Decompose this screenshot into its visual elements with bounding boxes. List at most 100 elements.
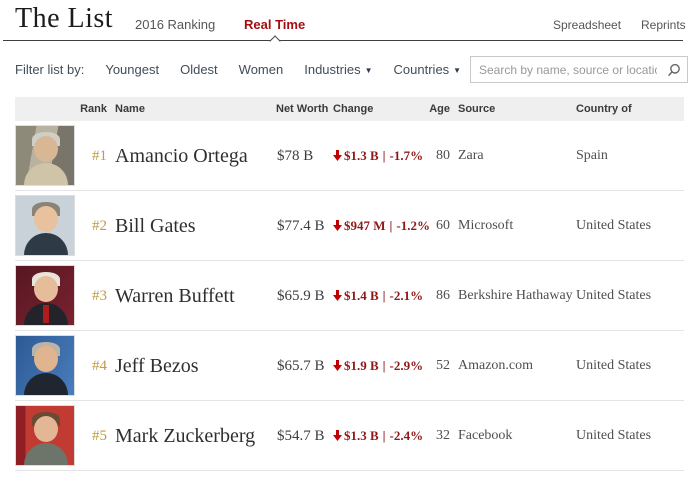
change-percent: -2.9% <box>389 358 424 373</box>
net-worth-value: $65.9 B <box>277 288 325 304</box>
spreadsheet-link[interactable]: Spreadsheet <box>553 18 622 32</box>
countries-dropdown[interactable]: Countries ▼ <box>394 62 462 77</box>
name-link[interactable]: Jeff Bezos <box>115 355 199 377</box>
change-value: $1.3 B | -2.4% <box>333 401 423 471</box>
country-value: Spain <box>576 148 608 163</box>
profile-photo[interactable] <box>15 125 75 186</box>
change-amount: $1.4 B <box>344 288 379 303</box>
change-value: $1.4 B | -2.1% <box>333 261 423 331</box>
reprints-link[interactable]: Reprints <box>641 18 686 32</box>
filter-bar: Filter list by: Youngest Oldest Women In… <box>0 41 699 97</box>
net-worth-value: $77.4 B <box>277 218 325 234</box>
change-value: $1.9 B | -2.9% <box>333 331 423 401</box>
change-percent: -2.1% <box>389 288 424 303</box>
name-link[interactable]: Mark Zuckerberg <box>115 425 256 447</box>
avatar-head <box>34 416 58 442</box>
name-link[interactable]: Amancio Ortega <box>115 145 248 167</box>
column-header-name: Name <box>115 103 145 115</box>
source-value: Zara <box>458 148 484 163</box>
source-value: Facebook <box>458 428 513 443</box>
filter-label: Filter list by: <box>15 61 85 77</box>
age-value: 32 <box>436 428 450 443</box>
avatar-head <box>34 346 58 372</box>
avatar-torso <box>24 443 68 465</box>
change-value: $947 M | -1.2% <box>333 191 430 261</box>
industries-dropdown-label: Industries <box>304 61 361 77</box>
header-divider <box>3 40 683 41</box>
source-value: Microsoft <box>458 218 514 233</box>
countries-dropdown-label: Countries <box>393 61 450 77</box>
filter-oldest[interactable]: Oldest <box>180 61 218 77</box>
rank-value: #3 <box>92 288 107 304</box>
profile-photo[interactable] <box>15 195 75 256</box>
profile-photo[interactable] <box>15 265 75 326</box>
search-input[interactable] <box>479 57 657 82</box>
age-value: 52 <box>436 358 450 373</box>
avatar-torso <box>24 373 68 395</box>
net-worth-value: $54.7 B <box>277 428 325 444</box>
name-link[interactable]: Bill Gates <box>115 215 196 237</box>
profile-photo[interactable] <box>15 405 75 466</box>
column-header-age: Age <box>429 103 450 115</box>
table-header: Rank Name Net Worth Change Age Source Co… <box>15 97 684 139</box>
decrease-arrow-icon <box>333 360 342 371</box>
net-worth-value: $78 B <box>277 148 314 164</box>
avatar-head <box>34 276 58 302</box>
rank-value: #4 <box>92 358 107 374</box>
country-value: United States <box>576 218 652 233</box>
change-value: $1.3 B | -1.7% <box>333 121 423 191</box>
search-icon[interactable] <box>667 63 681 77</box>
change-separator: | <box>382 148 386 163</box>
search-box <box>470 56 688 83</box>
decrease-arrow-icon <box>333 150 342 161</box>
industries-dropdown[interactable]: Industries ▼ <box>304 62 372 77</box>
tab-real-time[interactable]: Real Time <box>244 17 306 32</box>
source-value: Amazon.com <box>458 358 534 373</box>
change-separator: | <box>382 288 386 303</box>
age-value: 60 <box>436 218 450 233</box>
chevron-down-icon: ▼ <box>453 65 462 75</box>
change-separator: | <box>389 218 393 233</box>
avatar-head <box>34 206 58 232</box>
change-amount: $1.3 B <box>344 428 379 443</box>
age-value: 86 <box>436 288 450 303</box>
change-separator: | <box>382 358 386 373</box>
tab-2016-ranking[interactable]: 2016 Ranking <box>135 17 216 32</box>
change-amount: $1.3 B <box>344 148 379 163</box>
table-row[interactable]: #5 Mark Zuckerberg $54.7 B $1.3 B | -2.4% … <box>15 401 684 471</box>
rank-value: #5 <box>92 428 107 444</box>
table-row[interactable]: #4 Jeff Bezos $65.7 B $1.9 B | -2.9% 52 Am… <box>15 331 684 401</box>
table-row[interactable]: #1 Amancio Ortega $78 B $1.3 B | -1.7% 80 … <box>15 121 684 191</box>
source-value: Berkshire Hathaway <box>458 288 573 303</box>
filter-youngest[interactable]: Youngest <box>105 61 160 77</box>
column-header-net-worth: Net Worth <box>276 103 329 115</box>
country-value: United States <box>576 358 652 373</box>
avatar-torso <box>24 303 68 325</box>
filter-women[interactable]: Women <box>238 61 284 77</box>
avatar-torso <box>24 233 68 255</box>
change-percent: -1.7% <box>389 148 424 163</box>
profile-photo[interactable] <box>15 335 75 396</box>
avatar-torso <box>24 163 68 185</box>
name-link[interactable]: Warren Buffett <box>115 285 235 307</box>
decrease-arrow-icon <box>333 220 342 231</box>
change-percent: -1.2% <box>396 218 430 233</box>
column-header-source: Source <box>458 103 496 115</box>
chevron-down-icon: ▼ <box>364 65 373 75</box>
decrease-arrow-icon <box>333 430 342 441</box>
country-value: United States <box>576 428 652 443</box>
top-bar: The List 2016 Ranking Real Time Spreadsh… <box>0 0 699 47</box>
column-header-rank: Rank <box>80 103 107 115</box>
table-row[interactable]: #3 Warren Buffett $65.9 B $1.4 B | -2.1% 8… <box>15 261 684 331</box>
age-value: 80 <box>436 148 450 163</box>
column-header-change: Change <box>333 103 374 115</box>
country-value: United States <box>576 288 652 303</box>
table-row[interactable]: #2 Bill Gates $77.4 B $947 M | -1.2% 60 Mi… <box>15 191 684 261</box>
rank-value: #2 <box>92 218 107 234</box>
rank-value: #1 <box>92 148 107 164</box>
change-amount: $1.9 B <box>344 358 379 373</box>
change-percent: -2.4% <box>389 428 424 443</box>
page-title: The List <box>15 3 114 34</box>
table-body: #1 Amancio Ortega $78 B $1.3 B | -1.7% 80 … <box>15 121 684 471</box>
